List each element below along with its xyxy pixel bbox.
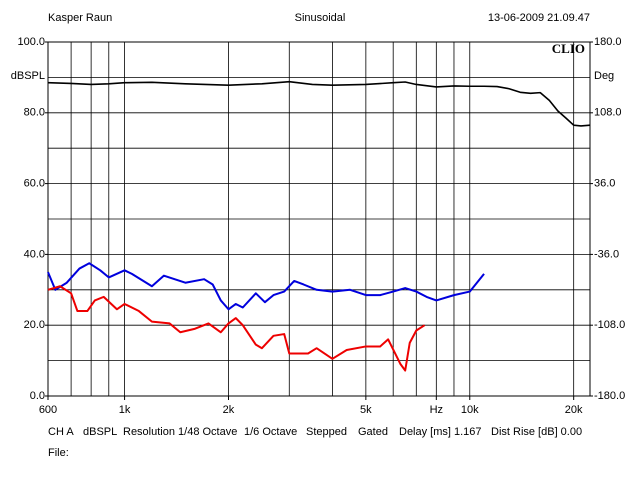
series-line: [47, 262, 485, 311]
x-tick-label: 10k: [461, 404, 479, 416]
footer-item: 1/6 Octave: [244, 426, 297, 438]
y2-tick-label: -180.0: [594, 390, 625, 402]
x-tick-label: 20k: [565, 404, 583, 416]
footer-item: Delay [ms] 1.167: [399, 426, 482, 438]
x-tick-label: 600: [39, 404, 57, 416]
plot-frame: [47, 41, 591, 397]
y2-label: Deg: [594, 70, 614, 82]
y2-tick-label: -36.0: [594, 248, 619, 260]
y-tick-label: 40.0: [24, 248, 45, 260]
x-tick-label: 5k: [360, 404, 372, 416]
series-line: [47, 285, 426, 372]
logo: CLIO: [552, 41, 585, 56]
y2-tick-label: 108.0: [594, 107, 622, 119]
file-label: File:: [48, 447, 69, 459]
y-tick-label: 20.0: [24, 319, 45, 331]
header-center: Sinusoidal: [295, 12, 346, 24]
y2-tick-label: 36.0: [594, 178, 615, 190]
footer-item: Gated: [358, 426, 388, 438]
x-tick-label: 1k: [119, 404, 131, 416]
y-tick-label: 100.0: [17, 36, 45, 48]
y-tick-label: 60.0: [24, 178, 45, 190]
header-right: 13-06-2009 21.09.47: [488, 12, 590, 24]
footer-item: Stepped: [306, 426, 347, 438]
footer-item: CH A: [48, 426, 74, 438]
header-left: Kasper Raun: [48, 12, 112, 24]
y-tick-label: 0.0: [30, 390, 45, 402]
footer-item: dBSPL: [83, 426, 117, 438]
footer-item: Resolution 1/48 Octave: [123, 426, 237, 438]
series-line: [47, 80, 591, 127]
y2-tick-label: 180.0: [594, 36, 622, 48]
x-tick-label: Hz: [430, 404, 443, 416]
y-label: dBSPL: [11, 70, 45, 82]
footer-item: Dist Rise [dB] 0.00: [491, 426, 582, 438]
y2-tick-label: -108.0: [594, 319, 625, 331]
y-tick-label: 80.0: [24, 107, 45, 119]
x-tick-label: 2k: [223, 404, 235, 416]
